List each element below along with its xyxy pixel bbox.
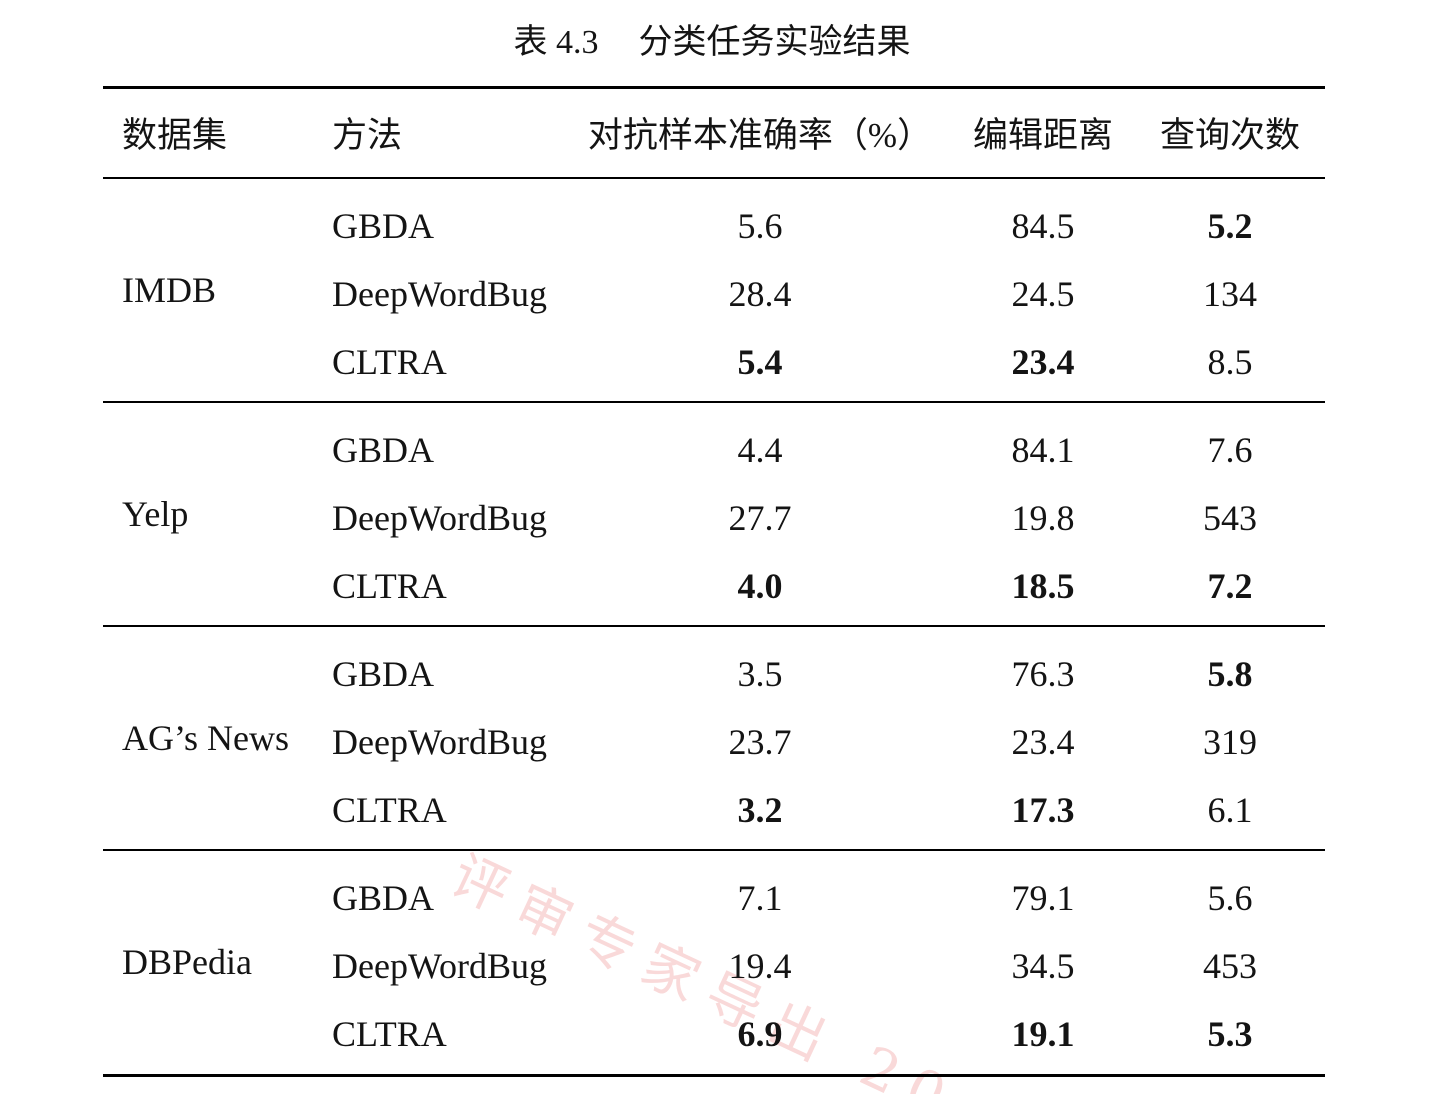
query-count-cell: 5.2: [1207, 206, 1253, 246]
query-count-cell: 6.1: [1207, 790, 1253, 830]
query-count-cell: 5.6: [1207, 878, 1253, 918]
table-row: DeepWordBug 27.7 19.8 543: [103, 484, 1325, 552]
edit-distance-cell: 23.4: [1011, 722, 1075, 762]
method-cell: GBDA: [332, 430, 435, 470]
group-separator: [103, 401, 1325, 403]
edit-distance-cell: 19.1: [1011, 1014, 1075, 1054]
edit-distance-cell: 34.5: [1011, 946, 1075, 986]
edit-distance-cell: 17.3: [1011, 790, 1075, 830]
method-cell: GBDA: [332, 206, 435, 246]
table-row: DeepWordBug 23.7 23.4 319: [103, 708, 1325, 776]
dataset-group: DBPedia GBDA 7.1 79.1 5.6 DeepWordBug 19.4 34.5…: [103, 851, 1325, 1073]
table-row: GBDA 4.4 84.1 7.6: [103, 416, 1325, 484]
method-cell: CLTRA: [332, 342, 447, 382]
accuracy-cell: 23.7: [728, 722, 792, 762]
query-count-cell: 319: [1203, 722, 1257, 762]
method-cell: CLTRA: [332, 566, 447, 606]
table-header: 数据集 方法 对抗样本准确率（%） 编辑距离 查询次数: [103, 94, 1325, 178]
edit-distance-cell: 84.1: [1011, 430, 1075, 470]
accuracy-cell: 4.0: [737, 566, 783, 606]
method-cell: CLTRA: [332, 790, 447, 830]
accuracy-cell: 5.6: [737, 206, 783, 246]
header-dataset: 数据集: [122, 116, 228, 155]
table-title: 分类任务实验结果: [638, 23, 911, 61]
table-row: CLTRA 5.4 23.4 8.5: [103, 328, 1325, 396]
accuracy-cell: 28.4: [728, 274, 792, 314]
header-method: 方法: [332, 116, 403, 155]
query-count-cell: 8.5: [1207, 342, 1253, 382]
dataset-name: IMDB: [122, 270, 217, 310]
edit-distance-cell: 84.5: [1011, 206, 1075, 246]
method-cell: GBDA: [332, 654, 435, 694]
edit-distance-cell: 18.5: [1011, 566, 1075, 606]
table-row: CLTRA 3.2 17.3 6.1: [103, 776, 1325, 844]
accuracy-cell: 4.4: [737, 430, 783, 470]
edit-distance-cell: 19.8: [1011, 498, 1075, 538]
query-count-cell: 7.6: [1207, 430, 1253, 470]
accuracy-cell: 6.9: [737, 1014, 783, 1054]
dataset-group: AG’s News GBDA 3.5 76.3 5.8 DeepWordBug 23.7 23…: [103, 627, 1325, 849]
group-separator: [103, 849, 1325, 851]
accuracy-cell: 19.4: [728, 946, 792, 986]
query-count-cell: 5.8: [1207, 654, 1253, 694]
method-cell: CLTRA: [332, 1014, 447, 1054]
method-cell: DeepWordBug: [332, 722, 548, 762]
accuracy-cell: 27.7: [728, 498, 792, 538]
accuracy-cell: 5.4: [737, 342, 783, 382]
method-cell: GBDA: [332, 878, 435, 918]
dataset-name: DBPedia: [122, 942, 252, 982]
top-rule: [103, 86, 1325, 89]
edit-distance-cell: 23.4: [1011, 342, 1075, 382]
dataset-name: Yelp: [122, 494, 189, 534]
accuracy-cell: 3.5: [737, 654, 783, 694]
table-row: DeepWordBug 28.4 24.5 134: [103, 260, 1325, 328]
edit-distance-cell: 76.3: [1011, 654, 1075, 694]
query-count-cell: 453: [1203, 946, 1257, 986]
table-row: GBDA 5.6 84.5 5.2: [103, 192, 1325, 260]
dataset-group: IMDB GBDA 5.6 84.5 5.2 DeepWordBug 28.4 24.5 134…: [103, 179, 1325, 401]
query-count-cell: 5.3: [1207, 1014, 1253, 1054]
group-separator: [103, 625, 1325, 627]
table-row: DeepWordBug 19.4 34.5 453: [103, 932, 1325, 1000]
table-row: GBDA 7.1 79.1 5.6: [103, 864, 1325, 932]
query-count-cell: 7.2: [1207, 566, 1253, 606]
accuracy-cell: 3.2: [737, 790, 783, 830]
header-query-count: 查询次数: [1159, 116, 1301, 155]
table-row: CLTRA 6.9 19.1 5.3: [103, 1000, 1325, 1068]
header-edit-distance: 编辑距离: [972, 116, 1114, 155]
accuracy-cell: 7.1: [737, 878, 783, 918]
method-cell: DeepWordBug: [332, 498, 548, 538]
header-accuracy: 对抗样本准确率（%）: [587, 116, 933, 155]
table-caption: 表 4.3 分类任务实验结果: [0, 14, 1424, 62]
method-cell: DeepWordBug: [332, 946, 548, 986]
table-row: GBDA 3.5 76.3 5.8: [103, 640, 1325, 708]
bottom-rule: [103, 1074, 1325, 1077]
method-cell: DeepWordBug: [332, 274, 548, 314]
header-rule: [103, 177, 1325, 179]
query-count-cell: 134: [1203, 274, 1257, 314]
table-number: 表 4.3: [513, 23, 599, 61]
dataset-group: Yelp GBDA 4.4 84.1 7.6 DeepWordBug 27.7 19.8 543…: [103, 403, 1325, 625]
dataset-name: AG’s News: [122, 718, 289, 758]
table-row: CLTRA 4.0 18.5 7.2: [103, 552, 1325, 620]
edit-distance-cell: 24.5: [1011, 274, 1075, 314]
query-count-cell: 543: [1203, 498, 1257, 538]
edit-distance-cell: 79.1: [1011, 878, 1075, 918]
